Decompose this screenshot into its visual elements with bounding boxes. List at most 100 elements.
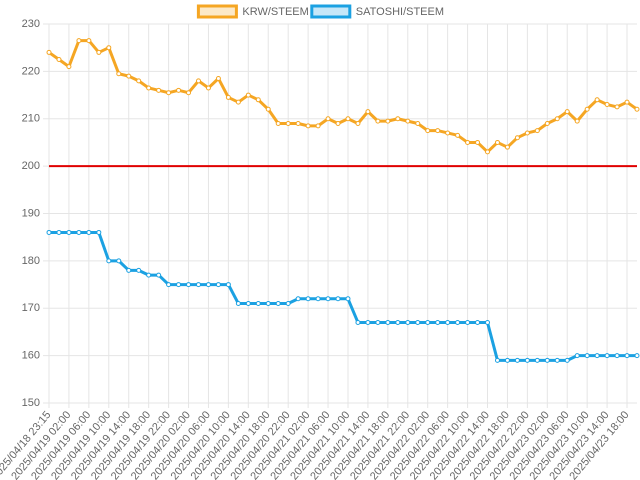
legend-swatch	[310, 4, 352, 19]
point	[86, 38, 92, 44]
point	[315, 296, 321, 302]
point	[46, 49, 52, 55]
point	[584, 353, 590, 359]
point	[126, 267, 132, 273]
point	[335, 296, 341, 302]
point	[355, 319, 361, 325]
point	[564, 357, 570, 363]
point	[195, 78, 201, 84]
point	[305, 123, 311, 129]
point	[445, 319, 451, 325]
point	[594, 353, 600, 359]
y-tick-label: 220	[22, 65, 40, 77]
point	[485, 319, 491, 325]
point	[215, 282, 221, 288]
point	[116, 71, 122, 77]
legend-swatch	[196, 4, 238, 19]
point	[46, 229, 52, 235]
point	[594, 97, 600, 103]
point	[415, 120, 421, 126]
point	[534, 357, 540, 363]
point	[465, 139, 471, 145]
point	[156, 272, 162, 278]
point	[325, 296, 331, 302]
point	[544, 120, 550, 126]
point	[534, 128, 540, 134]
y-tick-label: 180	[22, 255, 40, 267]
point	[375, 118, 381, 124]
point	[465, 319, 471, 325]
point	[166, 282, 172, 288]
point	[265, 106, 271, 112]
point	[96, 229, 102, 235]
legend-label: SATOSHI/STEEM	[356, 6, 444, 18]
point	[156, 87, 162, 93]
point	[455, 132, 461, 138]
point	[405, 319, 411, 325]
point	[624, 99, 630, 105]
y-tick-label: 200	[22, 160, 40, 172]
point	[325, 116, 331, 122]
point	[405, 118, 411, 124]
point	[544, 357, 550, 363]
point	[455, 319, 461, 325]
point	[265, 301, 271, 307]
legend-label: KRW/STEEM	[242, 6, 308, 18]
point	[215, 75, 221, 81]
point	[475, 139, 481, 145]
point	[186, 282, 192, 288]
point	[524, 357, 530, 363]
point	[285, 120, 291, 126]
y-tick-label: 160	[22, 350, 40, 362]
y-tick-label: 210	[22, 113, 40, 125]
point	[76, 38, 82, 44]
point	[146, 85, 152, 91]
point	[554, 357, 560, 363]
point	[494, 357, 500, 363]
point	[574, 118, 580, 124]
point	[176, 87, 182, 93]
point	[554, 116, 560, 122]
point	[355, 120, 361, 126]
point	[66, 229, 72, 235]
point	[126, 73, 132, 79]
point	[255, 97, 261, 103]
point	[295, 120, 301, 126]
point	[195, 282, 201, 288]
point	[225, 94, 231, 100]
point	[514, 135, 520, 141]
point	[415, 319, 421, 325]
point	[255, 301, 261, 307]
point	[614, 104, 620, 110]
point	[146, 272, 152, 278]
point	[76, 229, 82, 235]
point	[136, 78, 142, 84]
point	[385, 118, 391, 124]
point	[584, 106, 590, 112]
point	[136, 267, 142, 273]
point	[56, 57, 62, 63]
point	[614, 353, 620, 359]
point	[624, 353, 630, 359]
point	[375, 319, 381, 325]
point	[445, 130, 451, 136]
point	[205, 282, 211, 288]
point	[425, 319, 431, 325]
point	[514, 357, 520, 363]
point	[315, 123, 321, 129]
point	[245, 92, 251, 98]
point	[96, 49, 102, 55]
point	[176, 282, 182, 288]
point	[435, 319, 441, 325]
point	[235, 301, 241, 307]
point	[186, 90, 192, 96]
point	[295, 296, 301, 302]
point	[504, 357, 510, 363]
point	[564, 109, 570, 115]
point	[205, 85, 211, 91]
point	[335, 120, 341, 126]
point	[604, 353, 610, 359]
point	[225, 282, 231, 288]
y-tick-label: 150	[22, 397, 40, 409]
y-tick-label: 230	[22, 18, 40, 30]
